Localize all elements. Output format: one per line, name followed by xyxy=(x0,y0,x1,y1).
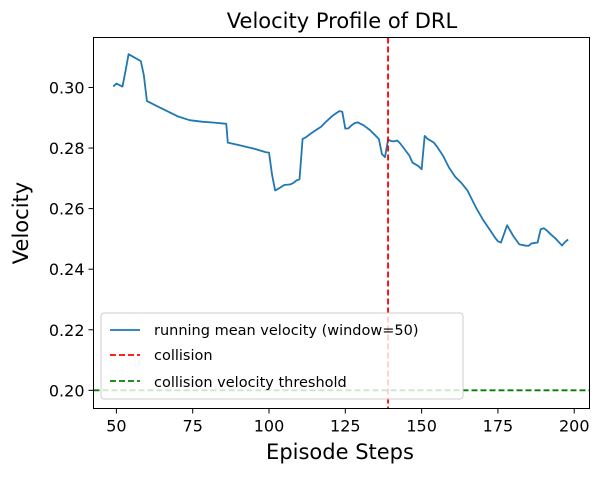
y-tick-label: 0.28 xyxy=(49,139,85,158)
x-tick-label: 125 xyxy=(330,417,361,436)
x-tick-label: 50 xyxy=(106,417,126,436)
plot-frame xyxy=(93,37,590,409)
x-axis-ticks: 50 75 100 125 150 175 200 xyxy=(106,408,590,436)
x-axis-label: Episode Steps xyxy=(266,440,414,464)
chart-title: Velocity Profile of DRL xyxy=(227,9,458,33)
legend-label-running-mean: running mean velocity (window=50) xyxy=(154,323,419,339)
legend-box xyxy=(100,312,464,400)
x-tick-label: 150 xyxy=(406,417,437,436)
y-tick-label: 0.22 xyxy=(49,321,85,340)
y-tick-label: 0.30 xyxy=(49,78,85,97)
y-tick-label: 0.26 xyxy=(49,200,85,219)
y-axis-ticks: 0.20 0.22 0.24 0.26 0.28 0.30 xyxy=(49,78,94,400)
series-line-running-mean xyxy=(112,53,569,247)
x-tick-label: 200 xyxy=(559,417,590,436)
legend: running mean velocity (window=50) collis… xyxy=(100,312,464,400)
x-tick-label: 75 xyxy=(183,417,203,436)
legend-label-threshold: collision velocity threshold xyxy=(154,375,347,391)
y-tick-label: 0.20 xyxy=(49,381,85,400)
y-axis-label: Velocity xyxy=(9,182,33,264)
x-tick-label: 175 xyxy=(483,417,514,436)
y-tick-label: 0.24 xyxy=(49,260,85,279)
legend-label-collision: collision xyxy=(154,348,213,364)
x-tick-label: 100 xyxy=(254,417,285,436)
